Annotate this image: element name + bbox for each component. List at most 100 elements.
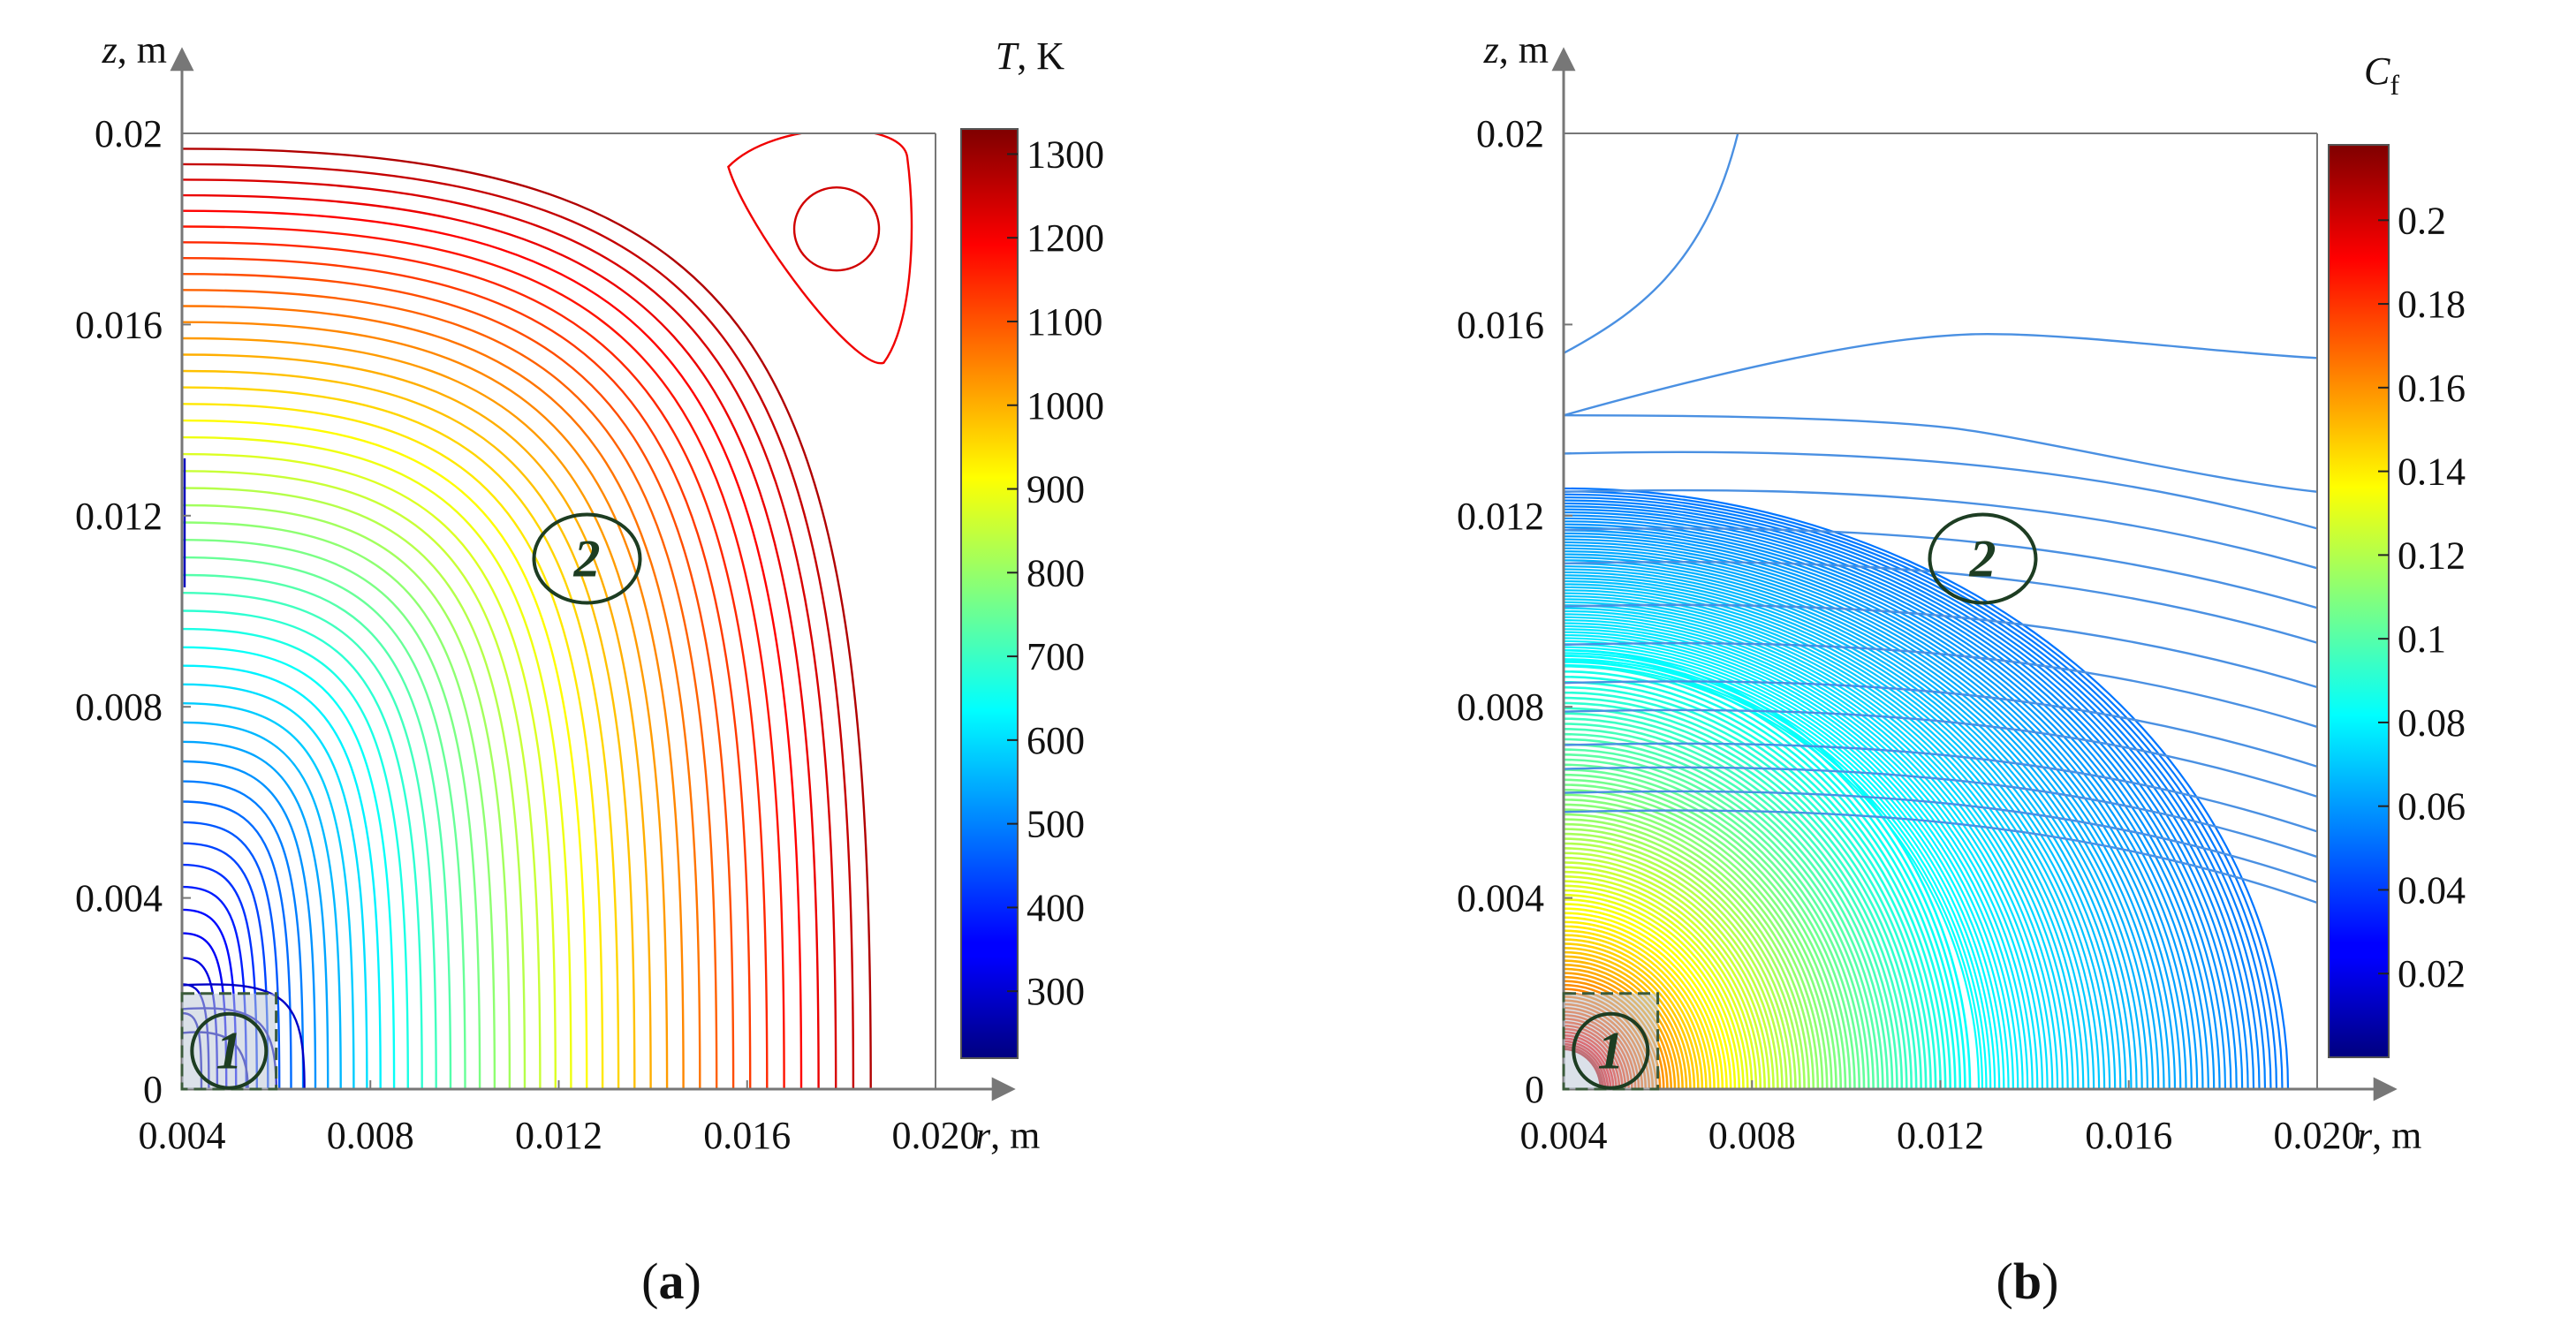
isoline-line [1564,766,2317,859]
isoline-line [1564,562,2148,1089]
y-tick-label: 0.012 [75,495,163,538]
isotherm-line [182,780,305,1089]
colorbar-tick-label: 600 [1027,719,1085,762]
isoline-core [1564,866,1770,1089]
isoline-core [1564,861,1775,1089]
isoline-line [1564,499,2267,1089]
isoline-line [1564,488,2317,570]
isoline-core [1564,903,1737,1089]
region-2-marker: 2 [532,512,642,605]
isoline-core [1564,773,1856,1089]
isoline-core [1564,768,1861,1089]
isotherm-line [182,369,636,1089]
colorbar-tick-label: 1000 [1027,384,1104,428]
isoline-core [1564,950,1692,1089]
isoline-core [1564,920,1720,1089]
contour-field [1564,133,2317,1089]
panel-label-close: ) [685,1253,701,1310]
isotherm-line [182,573,452,1089]
isoline-core [1564,898,1741,1089]
isotherm-loop-outer [727,133,913,365]
x-axis-title: r, m [2357,1114,2421,1157]
isoline-line [1564,634,2024,1089]
panel-label: (a) [641,1253,701,1310]
isoline-line [1564,624,2039,1089]
panel-label-open: ( [641,1253,658,1310]
isoline-core [1564,728,1898,1089]
isoline-core [1564,701,1922,1089]
x-tick-label: 0.004 [1520,1114,1608,1157]
isoline-line [1564,526,2216,1089]
x-tick-label: 0.008 [1708,1114,1796,1157]
isotherm-line [182,305,701,1089]
isoline-core [1564,748,1880,1089]
y-tick-label: 0.008 [75,685,163,729]
isoline-line [1564,333,2317,417]
isoline-line [1564,527,2317,609]
region-1-ellipse [1572,1011,1650,1090]
isoline-line [1564,601,2080,1089]
isoline-core [1564,925,1716,1089]
isotherm-line [182,225,785,1089]
colorbar-var: T [996,34,1020,78]
isoline-line [1564,553,2165,1089]
isotherm-line [182,487,527,1089]
isoline-core [1564,847,1788,1089]
isotherm-line [182,163,855,1089]
region-1-ellipse [190,1011,269,1090]
isoline-line [1564,598,2085,1089]
isotherm-line [182,556,466,1089]
panel-label-letter: a [659,1253,685,1310]
region-2-marker: 2 [1928,512,2038,605]
isoline-core [1564,753,1875,1089]
isotherm-line [182,337,669,1089]
region-1-marker: 1 [1562,992,1660,1091]
isoline-line [1564,603,2317,689]
x-axis-unit: , m [990,1114,1040,1157]
y-tick-label: 0.02 [1476,112,1544,155]
isotherm-line [182,539,481,1089]
isoline-line [1564,594,2090,1089]
isoline-line [1564,663,1981,1089]
isotherm-loop-inner [792,186,881,272]
isotherm-line [182,193,820,1089]
isoline-core [1564,763,1866,1089]
colorbar-tick-label: 0.16 [2398,367,2466,410]
isotherm-line [182,592,437,1089]
region-2-ellipse [1928,512,2038,605]
colorbar-tick-label: 400 [1027,886,1085,929]
colorbar-tick-label: 1200 [1027,216,1104,260]
isoline-core [1564,856,1779,1089]
colorbar-tick-label: 0.04 [2398,868,2466,912]
isoline-core [1564,870,1766,1089]
y-tick-label: 0 [1525,1068,1544,1111]
colorbar-tick-label: 0.08 [2398,701,2466,745]
isoline-line [1564,541,2187,1089]
y-axis-var: z [1483,28,1499,72]
isoline-core [1564,934,1708,1089]
isoline-core [1564,696,1928,1089]
isoline-line [1564,619,2049,1089]
colorbar-tick-label: 0.06 [2398,785,2466,829]
y-tick-label: 0 [143,1068,163,1111]
isoline-line [1564,592,2095,1089]
isoline-core [1564,783,1847,1089]
isotherm-line [182,257,752,1089]
isoline-core [1564,907,1732,1089]
isoline-line [1564,616,2054,1089]
isoline-line [1564,556,2160,1089]
isoline-line [1564,487,2290,1089]
colorbar-title: Cf [2364,49,2399,101]
isoline-line [1564,520,2227,1089]
isotherm-line [182,178,837,1089]
isoline-line [1564,133,1739,354]
region-label: 2 [1968,529,1996,587]
isoline-line [1564,708,2317,798]
x-tick-label: 0.008 [327,1114,414,1157]
x-tick-label: 0.004 [139,1114,226,1157]
isoline-core [1564,685,1937,1089]
isoline-core [1564,798,1833,1089]
y-tick-label: 0.02 [95,112,163,155]
isoline-line [1564,607,2069,1089]
isoline-line [1564,517,2232,1089]
